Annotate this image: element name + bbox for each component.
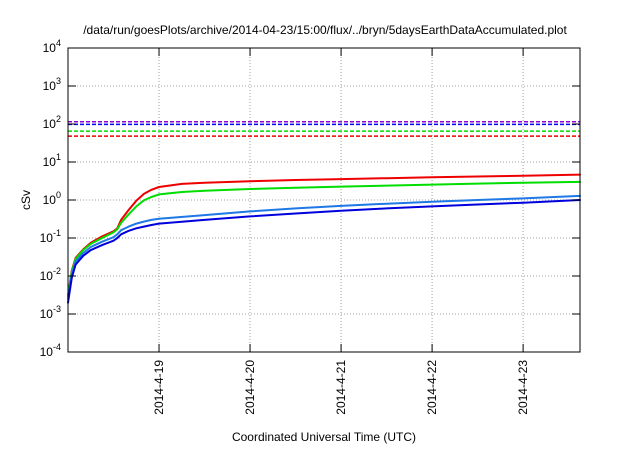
y-tick-label: 104 [43,38,61,55]
y-axis-label: cSv [19,190,33,210]
y-tick-label: 102 [43,114,61,131]
x-tick-label: 2014-4-20 [243,360,257,415]
y-tick-label: 10-1 [40,228,61,245]
series-lines [67,173,581,304]
x-tick-label: 2014-4-22 [425,360,439,415]
x-tick-labels: 2014-4-19 2014-4-20 2014-4-21 2014-4-22 2014… [152,360,530,415]
series-line [67,180,581,297]
axis-ticks [68,47,580,353]
y-tick-label: 101 [43,152,61,169]
y-tick-label: 10-3 [40,304,61,321]
series-line [67,199,581,304]
y-tick-label: 10-2 [40,266,61,283]
x-axis-label: Coordinated Universal Time (UTC) [232,430,416,444]
series-line [67,173,581,297]
chart-title: /data/run/goesPlots/archive/2014-04-23/1… [83,23,567,37]
y-tick-labels: 10-4 10-3 10-2 10-1 100 101 102 103 104 [40,38,61,359]
x-tick-label: 2014-4-19 [152,360,166,415]
x-tick-label: 2014-4-23 [516,360,530,415]
reference-lines [68,120,580,137]
y-tick-label: 100 [43,190,61,207]
series-line [67,194,581,300]
y-tick-label: 10-4 [40,342,61,359]
x-tick-label: 2014-4-21 [334,360,348,415]
y-tick-label: 103 [43,76,61,93]
